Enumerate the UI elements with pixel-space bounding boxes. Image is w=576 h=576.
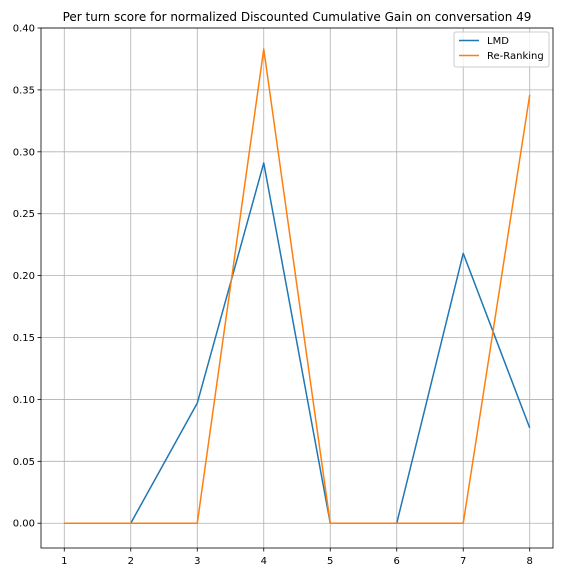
- legend-label-lmd: LMD: [487, 36, 509, 47]
- x-tick-label: 2: [128, 556, 134, 567]
- y-tick-label: 0.15: [13, 333, 35, 344]
- y-tick-label: 0.40: [13, 24, 35, 35]
- y-tick-label: 0.05: [13, 457, 35, 468]
- chart-title: Per turn score for normalized Discounted…: [63, 10, 532, 24]
- tick-layer: 1 2 3 4 5 6 7 8 0.00 0.05 0.10 0.15 0.20 0.25 0.30 0.35…: [13, 24, 533, 568]
- y-tick-label: 0.00: [13, 519, 35, 530]
- series-line-lmd: [64, 162, 531, 524]
- x-tick-label: 8: [527, 556, 533, 567]
- y-tick-label: 0.30: [13, 147, 35, 158]
- y-tick-label: 0.35: [13, 85, 35, 96]
- series-layer: [64, 48, 531, 524]
- plot-area-frame: [40, 27, 554, 549]
- series-line-re-ranking: [64, 48, 531, 524]
- x-tick-label: 1: [61, 556, 67, 567]
- legend-label-re-ranking: Re-Ranking: [487, 51, 544, 62]
- legend: LMD Re-Ranking: [453, 31, 550, 68]
- x-tick-label: 7: [460, 556, 466, 567]
- x-tick-label: 5: [327, 556, 333, 567]
- x-tick-label: 3: [194, 556, 200, 567]
- y-tick-label: 0.20: [13, 271, 35, 282]
- y-tick-label: 0.10: [13, 395, 35, 406]
- x-tick-label: 6: [394, 556, 400, 567]
- y-tick-label: 0.25: [13, 209, 35, 220]
- x-tick-label: 4: [261, 556, 267, 567]
